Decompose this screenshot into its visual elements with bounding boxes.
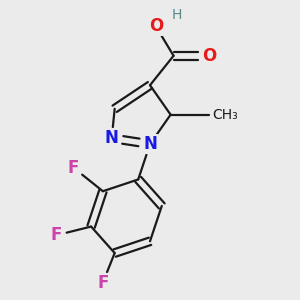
Text: O: O	[202, 47, 216, 65]
Text: F: F	[97, 274, 109, 292]
Text: H: H	[172, 8, 182, 22]
Text: N: N	[105, 129, 119, 147]
Text: F: F	[68, 159, 79, 177]
Text: F: F	[50, 226, 61, 244]
Text: O: O	[149, 17, 163, 35]
Text: N: N	[143, 135, 157, 153]
Text: CH₃: CH₃	[212, 108, 238, 122]
